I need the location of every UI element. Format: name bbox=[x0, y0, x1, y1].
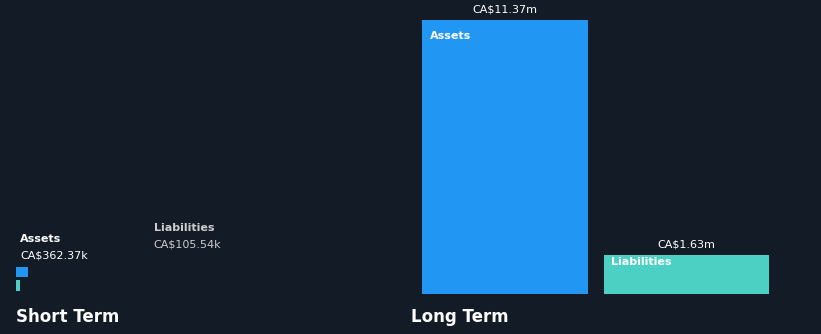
Text: CA$11.37m: CA$11.37m bbox=[473, 5, 538, 15]
Text: Assets: Assets bbox=[20, 234, 62, 244]
Text: Assets: Assets bbox=[430, 31, 471, 41]
Bar bbox=[603, 255, 769, 294]
Text: Short Term: Short Term bbox=[16, 308, 120, 326]
Text: Liabilities: Liabilities bbox=[154, 223, 214, 233]
Text: CA$362.37k: CA$362.37k bbox=[20, 250, 88, 260]
Text: CA$105.54k: CA$105.54k bbox=[154, 239, 222, 249]
Text: Liabilities: Liabilities bbox=[612, 258, 672, 268]
Bar bbox=[16, 280, 20, 291]
Text: CA$1.63m: CA$1.63m bbox=[658, 239, 715, 249]
Bar bbox=[16, 267, 28, 278]
Bar bbox=[422, 20, 588, 294]
Text: Long Term: Long Term bbox=[410, 308, 508, 326]
